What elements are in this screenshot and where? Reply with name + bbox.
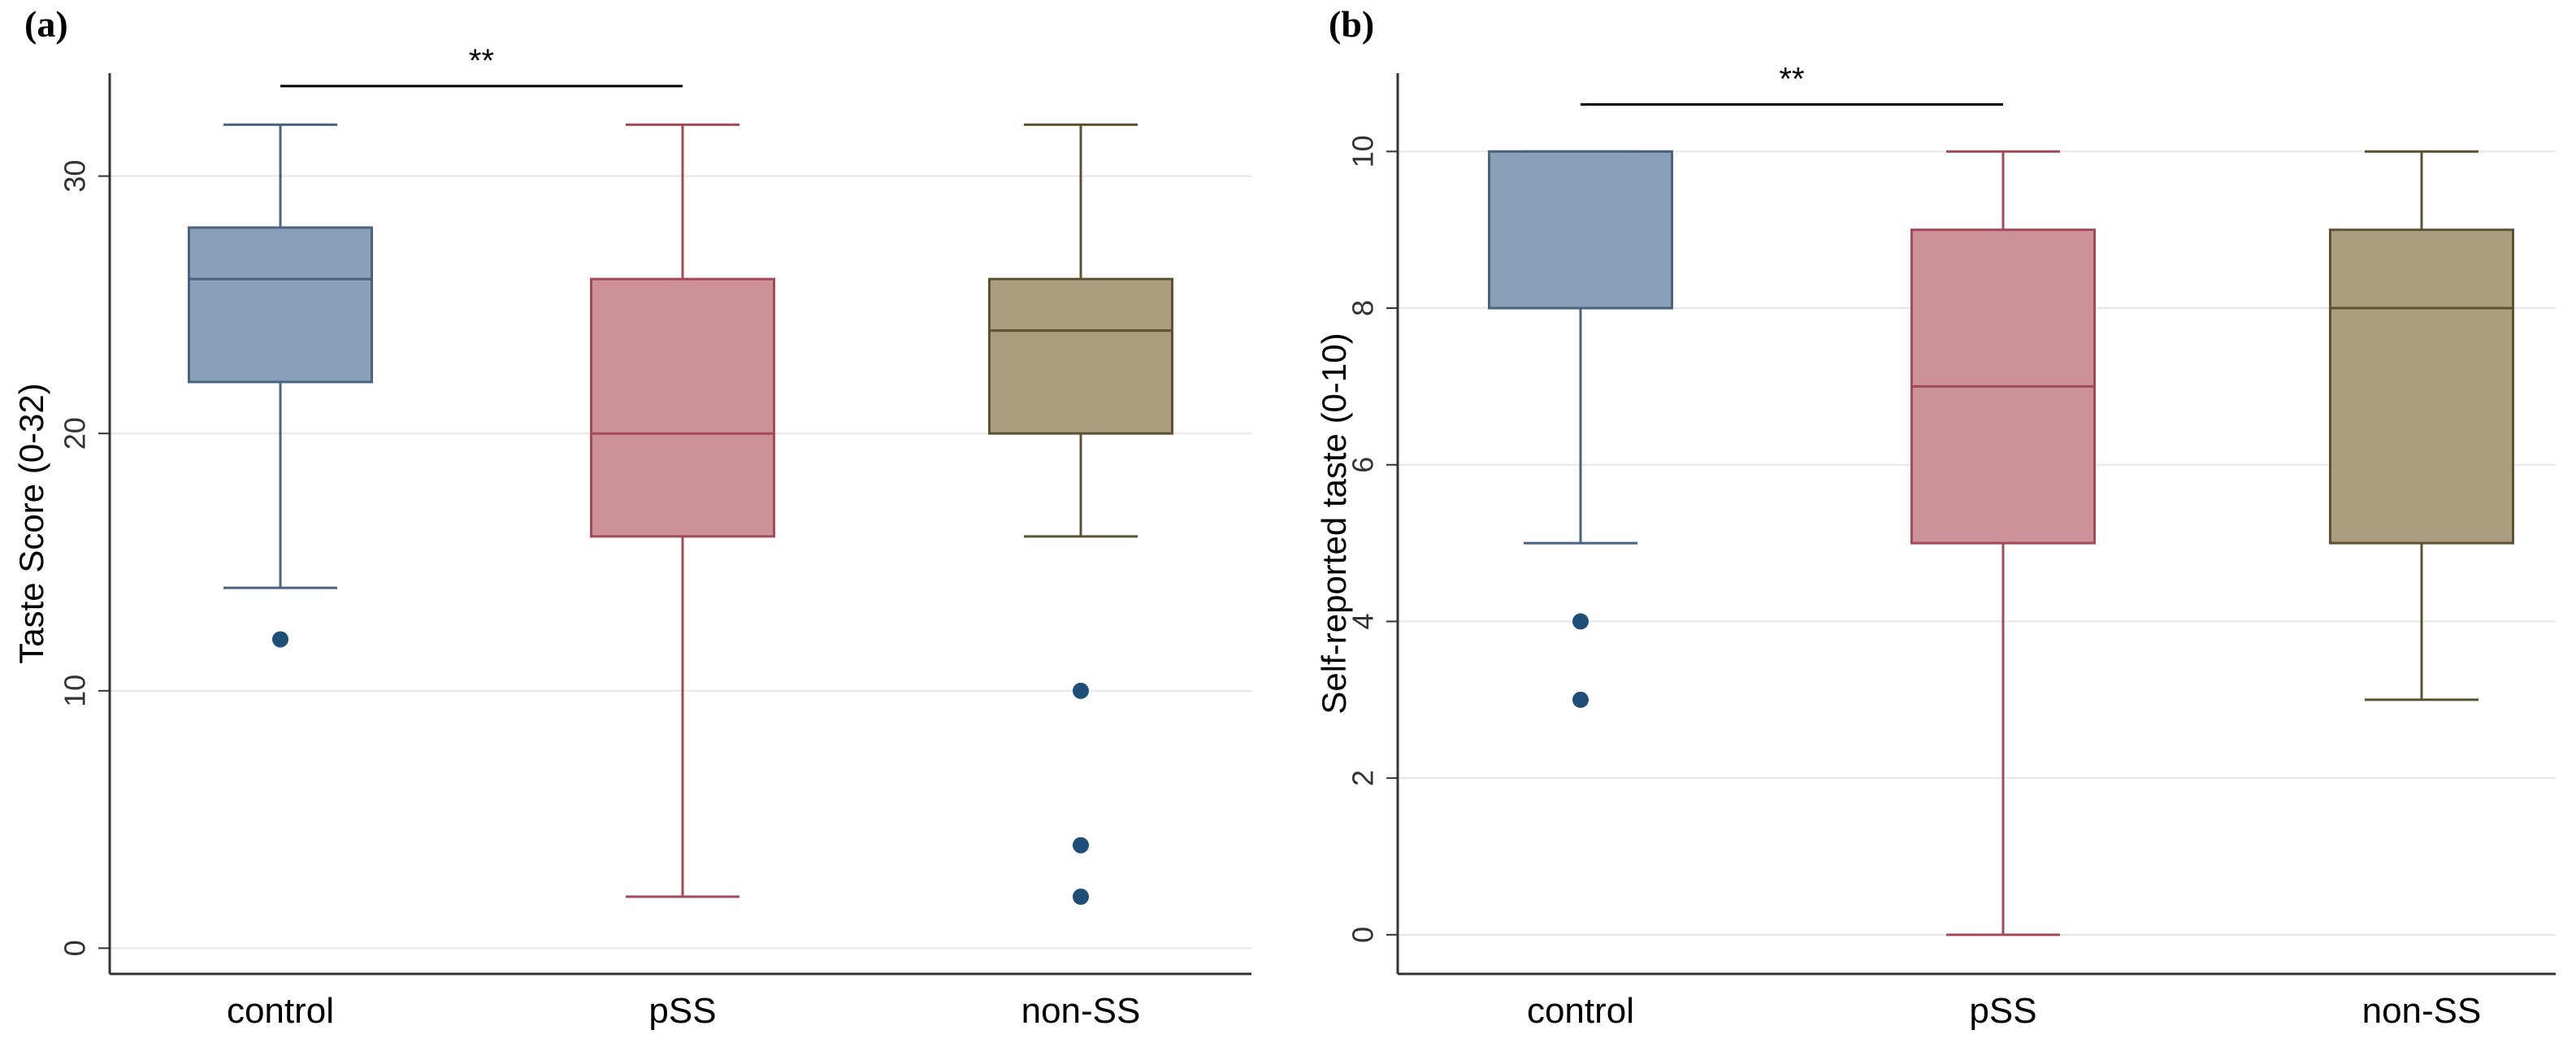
panel-b: (b) 0 2 4 6 8 10 Self-reported taste (0-10) cont… (1315, 3, 2556, 1031)
y-tick-label: 2 (1347, 770, 1380, 786)
box-control (1488, 150, 1673, 310)
box-non-SS (988, 277, 1173, 435)
panel-label: (b) (1329, 3, 1374, 45)
outlier-point (1073, 837, 1089, 854)
significance-label: ** (469, 43, 494, 79)
box-non-SS (2329, 228, 2514, 545)
y-tick-label: 0 (59, 940, 92, 956)
y-tick-label: 0 (1347, 927, 1380, 943)
category-label: pSS (1969, 991, 2036, 1031)
y-axis-title: Self-reported taste (0-10) (1315, 332, 1353, 714)
y-tick-label: 8 (1347, 300, 1380, 316)
category-label: control (1527, 991, 1634, 1031)
box-pSS (590, 277, 775, 538)
panel-a: (a) 0 10 20 30 Taste Score (0-32) control pSS no… (12, 3, 1251, 1031)
significance-label: ** (1779, 62, 1804, 98)
outlier-point (1073, 682, 1089, 699)
y-tick-label: 30 (59, 160, 92, 193)
outlier-point (1073, 889, 1089, 906)
y-axis-title: Taste Score (0-32) (12, 383, 50, 663)
y-tick-label: 6 (1347, 457, 1380, 473)
outlier-point (1572, 691, 1589, 708)
y-tick-label: 20 (59, 417, 92, 450)
outlier-point (272, 631, 288, 648)
category-label: non-SS (1021, 991, 1141, 1031)
y-tick-label: 10 (1347, 135, 1380, 167)
panel-label: (a) (24, 3, 68, 45)
y-tick-label: 4 (1347, 613, 1380, 629)
category-label: non-SS (2362, 991, 2482, 1031)
category-label: control (227, 991, 334, 1031)
box-control (188, 226, 373, 384)
y-tick-label: 10 (59, 675, 92, 707)
outlier-point (1572, 613, 1589, 630)
category-label: pSS (648, 991, 716, 1031)
